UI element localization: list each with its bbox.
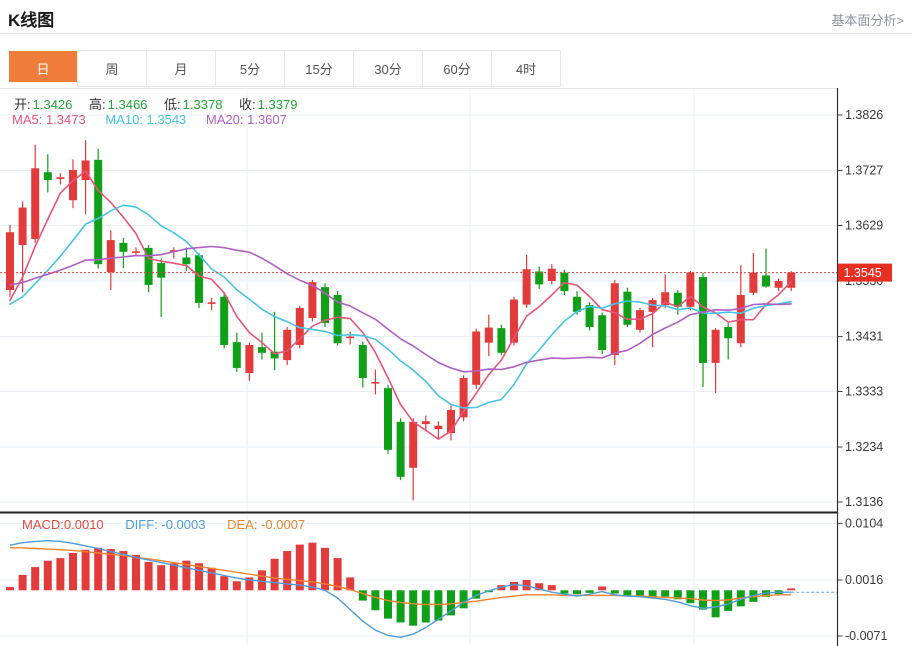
svg-text:0.0016: 0.0016 <box>845 573 883 587</box>
open-value: 1.3426 <box>32 97 73 112</box>
period-tabs: 日 周 月 5分 15分 30分 60分 4时 <box>8 50 561 87</box>
close-value: 1.3379 <box>257 97 298 112</box>
svg-text:1.3629: 1.3629 <box>845 219 883 233</box>
svg-text:1.3431: 1.3431 <box>845 330 883 344</box>
tab-week[interactable]: 周 <box>77 50 147 87</box>
svg-text:1.3727: 1.3727 <box>845 164 883 178</box>
tab-60min[interactable]: 60分 <box>422 50 492 87</box>
chart-top-border <box>0 88 838 89</box>
open-label: 开: <box>14 97 31 112</box>
page-title: K线图 <box>8 11 55 30</box>
candlestick-chart-svg[interactable]: 1.38261.37271.36291.35301.34311.33331.32… <box>0 88 912 646</box>
ma10-value: MA10: 1.3543 <box>105 112 187 127</box>
svg-text:-0.0071: -0.0071 <box>845 629 887 643</box>
ma-info-bar: MA5: 1.3473 MA10: 1.3543 MA20: 1.3607 <box>12 112 303 127</box>
high-value: 1.3466 <box>107 97 148 112</box>
close-label: 收: <box>239 97 256 112</box>
tab-30min[interactable]: 30分 <box>353 50 423 87</box>
diff-value: DIFF: -0.0003 <box>125 517 206 532</box>
svg-text:0.0104: 0.0104 <box>845 517 883 531</box>
low-value: 1.3378 <box>182 97 223 112</box>
macd-info-bar: MACD:0.0010 DIFF: -0.0003 DEA: -0.0007 <box>22 517 323 532</box>
tab-month[interactable]: 月 <box>146 50 216 87</box>
ma5-value: MA5: 1.3473 <box>12 112 86 127</box>
high-label: 高: <box>89 97 106 112</box>
svg-text:1.3545: 1.3545 <box>844 266 882 280</box>
tab-day[interactable]: 日 <box>8 50 78 87</box>
ma20-value: MA20: 1.3607 <box>205 112 287 127</box>
tab-15min[interactable]: 15分 <box>284 50 354 87</box>
tab-4hour[interactable]: 4时 <box>491 50 561 87</box>
tab-5min[interactable]: 5分 <box>215 50 285 87</box>
svg-text:1.3333: 1.3333 <box>845 385 883 399</box>
svg-text:1.3136: 1.3136 <box>845 495 883 509</box>
dea-value: DEA: -0.0007 <box>227 517 306 532</box>
svg-text:1.3234: 1.3234 <box>845 440 883 454</box>
svg-text:1.3826: 1.3826 <box>845 108 883 122</box>
low-label: 低: <box>164 97 181 112</box>
macd-value: MACD:0.0010 <box>22 517 104 532</box>
ohlc-info-bar: 开: 1.3426 高: 1.3466 低: 1.3378 收: 1.3379 <box>14 94 310 113</box>
fundamental-analysis-link[interactable]: 基本面分析> <box>831 13 904 28</box>
header-divider <box>0 33 912 34</box>
